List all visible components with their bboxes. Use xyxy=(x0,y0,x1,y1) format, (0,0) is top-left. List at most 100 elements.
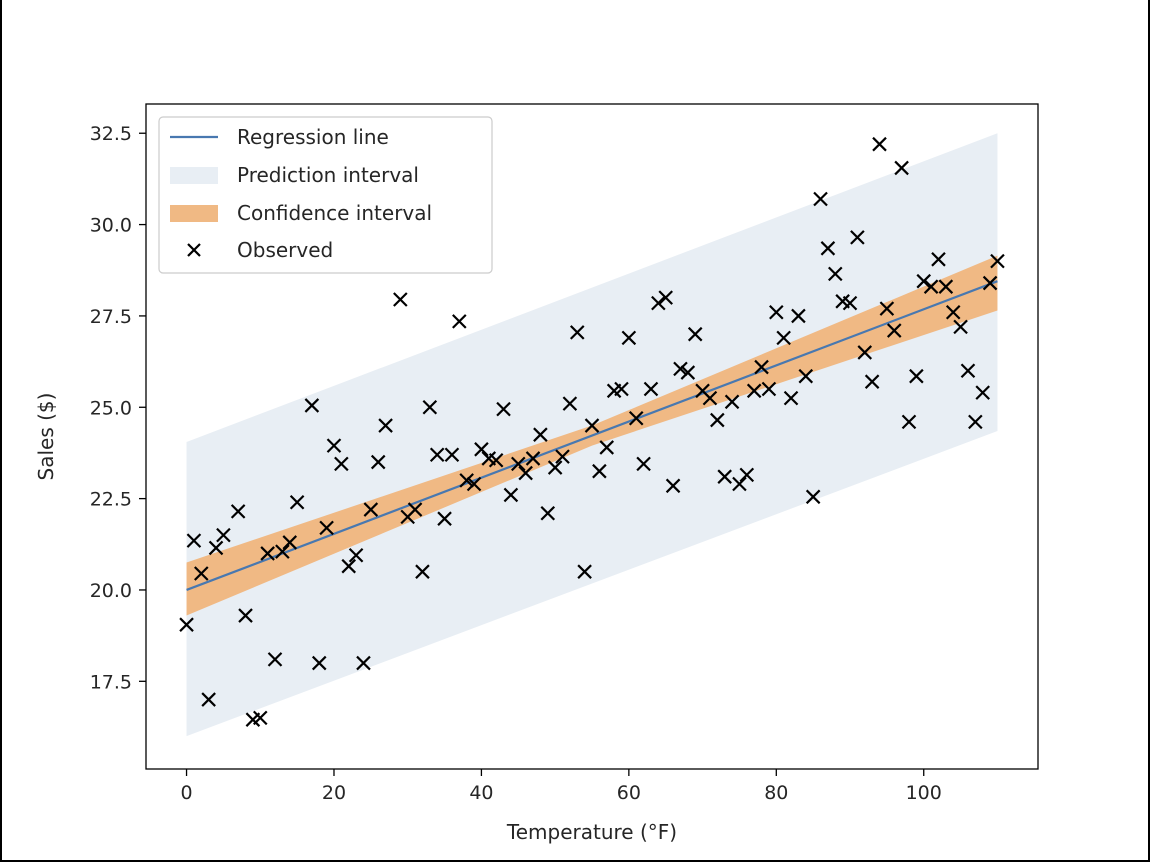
x-tick-label: 20 xyxy=(322,782,346,804)
observed-point xyxy=(407,502,423,517)
legend-item-prediction: Prediction interval xyxy=(170,163,419,187)
observed-point xyxy=(569,325,585,340)
observed-point xyxy=(931,252,946,267)
observed-point xyxy=(746,383,762,399)
legend-swatch-confidence xyxy=(170,205,218,222)
observed-point xyxy=(776,330,791,346)
observed-point xyxy=(894,160,909,176)
observed-point xyxy=(584,418,600,433)
observed-point xyxy=(393,292,408,307)
observed-point xyxy=(901,414,917,430)
observed-point xyxy=(437,511,452,526)
observed-point xyxy=(687,326,703,342)
observed-point xyxy=(547,460,563,475)
x-tick-label: 60 xyxy=(617,782,641,804)
observed-point xyxy=(732,476,747,492)
observed-point xyxy=(356,655,371,671)
observed-point xyxy=(658,290,673,305)
observed-point xyxy=(216,527,231,543)
x-axis-label: Temperature (°F) xyxy=(506,820,677,844)
observed-point xyxy=(429,447,445,463)
observed-point xyxy=(680,365,696,380)
observed-point xyxy=(968,414,983,430)
observed-point xyxy=(909,368,924,384)
observed-point xyxy=(186,533,202,548)
observed-point xyxy=(791,308,806,324)
observed-point xyxy=(533,427,548,442)
observed-point xyxy=(643,381,659,397)
observed-point xyxy=(990,253,1005,269)
observed-point xyxy=(179,617,194,632)
observed-point xyxy=(724,394,740,410)
regression-line xyxy=(186,280,998,591)
observed-point xyxy=(540,505,556,521)
observed-point xyxy=(614,381,629,397)
observed-point xyxy=(555,449,570,464)
x-axis-ticks: 0 20 40 60 80 100 xyxy=(180,769,942,804)
x-tick-label: 0 xyxy=(180,782,192,804)
x-tick-label: 100 xyxy=(906,782,942,804)
y-tick-label: 25.0 xyxy=(90,397,132,419)
observed-point xyxy=(422,399,438,415)
observed-point xyxy=(982,275,998,291)
observed-point xyxy=(820,241,836,256)
observed-point xyxy=(452,314,467,329)
observed-point xyxy=(945,304,961,320)
legend-item-regression: Regression line xyxy=(170,125,389,149)
observed-point xyxy=(252,710,268,726)
observed-point xyxy=(953,319,968,335)
observed-point xyxy=(621,330,637,346)
legend: Regression line Prediction interval Confid… xyxy=(158,116,493,274)
observed-point xyxy=(798,368,814,384)
observed-point xyxy=(754,359,769,375)
observed-point xyxy=(562,396,578,411)
legend-swatch-prediction xyxy=(170,167,218,184)
observed-point xyxy=(577,564,592,579)
y-axis-label: Sales ($) xyxy=(34,393,58,481)
observed-point xyxy=(260,546,275,561)
observed-point xyxy=(518,465,533,481)
observed-point xyxy=(827,266,843,282)
observed-point xyxy=(628,410,644,426)
axes-frame xyxy=(145,103,1039,770)
observed-point xyxy=(673,361,688,377)
observed-point xyxy=(525,451,541,466)
observed-point xyxy=(710,412,725,428)
observed-point xyxy=(341,558,357,574)
observed-point xyxy=(879,301,895,316)
observed-point xyxy=(805,489,821,505)
legend-item-confidence: Confidence interval xyxy=(170,201,432,225)
observed-point xyxy=(636,456,651,472)
observed-point xyxy=(466,476,482,492)
observed-point xyxy=(783,390,799,406)
observed-point xyxy=(503,487,519,503)
y-tick-label: 20.0 xyxy=(90,580,132,602)
legend-label: Prediction interval xyxy=(237,163,419,187)
legend-box xyxy=(158,116,493,274)
observed-point xyxy=(326,438,342,453)
observed-point xyxy=(334,456,349,472)
observed-point xyxy=(923,279,939,294)
observed-point xyxy=(599,440,615,455)
observed-point xyxy=(960,363,976,379)
y-tick-label: 27.5 xyxy=(90,306,132,328)
observed-point xyxy=(208,540,224,556)
observed-point xyxy=(717,469,732,484)
observed-points xyxy=(179,136,1005,727)
observed-point xyxy=(415,564,430,579)
observed-point xyxy=(201,692,216,707)
observed-point xyxy=(370,454,386,470)
observed-point xyxy=(761,381,777,397)
y-tick-label: 32.5 xyxy=(90,123,132,145)
observed-point xyxy=(511,456,526,472)
observed-point xyxy=(378,418,393,433)
x-tick-label: 40 xyxy=(469,782,493,804)
legend-label: Regression line xyxy=(237,125,389,149)
observed-point xyxy=(267,652,283,667)
observed-point xyxy=(975,385,990,400)
observed-point xyxy=(813,191,828,207)
observed-point xyxy=(459,473,474,488)
observed-point xyxy=(916,273,932,289)
observed-point xyxy=(230,504,246,519)
